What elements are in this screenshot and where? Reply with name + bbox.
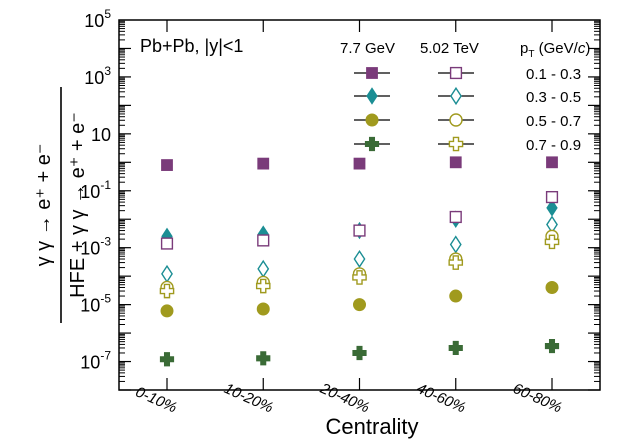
x-tick-label: 0-10% — [133, 383, 180, 416]
data-point-cross-open — [448, 255, 464, 270]
legend-header-pt-p: p — [520, 40, 528, 57]
y-tick-label: 10-5 — [80, 292, 111, 316]
data-point-square-open — [257, 234, 270, 247]
y-tick-exponent: 5 — [104, 7, 111, 21]
y-tick-label: 103 — [84, 64, 111, 88]
legend-marker-open — [449, 66, 463, 80]
data-point-square-filled — [546, 156, 558, 169]
data-point-circle-filled — [256, 302, 270, 316]
y-tick-base: 10 — [84, 68, 104, 88]
data-point-cross-open — [255, 278, 271, 294]
legend-header-pt-sub: T — [528, 49, 534, 60]
data-point-circle-filled — [545, 280, 559, 294]
data-point-circle-filled — [353, 298, 366, 312]
x-tick-label: 40-60% — [414, 380, 468, 417]
data-point-cross-open — [159, 283, 175, 299]
x-axis-label: Centrality — [326, 414, 419, 439]
legend-pt-label: 0.5 - 0.7 — [526, 113, 581, 130]
y-tick-label: 10-3 — [80, 235, 111, 259]
legend: 0.1 - 0.3 0.3 - 0.5 0.5 - 0.7 0.7 - 0.9 — [354, 66, 581, 154]
data-point-cross-filled — [256, 351, 271, 366]
data-point-diamond-open — [449, 235, 462, 254]
y-tick-base: 10 — [80, 296, 100, 316]
data-point-square-filled — [257, 157, 270, 170]
y-axis-label: γ γ → e⁺ + e⁻ HFE + γ γ → e⁺ + e⁻ — [33, 87, 89, 323]
legend-marker-open — [449, 113, 463, 127]
data-point-square-filled — [353, 157, 366, 170]
legend-header-5p02tev: 5.02 TeV — [420, 40, 479, 57]
data-point-diamond-open — [353, 249, 366, 269]
legend-marker-open — [448, 136, 464, 152]
data-point-diamond-open — [161, 264, 173, 283]
x-axis-ticks — [166, 20, 553, 390]
x-tick-label: 20-40% — [317, 380, 372, 417]
legend-header-7p7gev: 7.7 GeV — [340, 40, 395, 57]
y-tick-base: 10 — [80, 239, 100, 259]
data-point-cross-open — [352, 270, 367, 285]
data-point-square-filled — [449, 156, 462, 169]
data-point-diamond-open — [257, 259, 270, 278]
y-tick-base: 10 — [80, 353, 100, 373]
y-tick-exponent: -5 — [100, 292, 111, 306]
data-point-square-open — [449, 210, 462, 224]
data-point-square-open — [160, 237, 174, 250]
data-point-cross-filled — [544, 338, 560, 354]
data-point-cross-filled — [448, 340, 463, 356]
y-tick-exponent: -3 — [100, 235, 111, 249]
y-tick-label: 10-1 — [80, 178, 111, 202]
legend-marker-open — [450, 86, 462, 106]
legend-pt-label: 0.3 - 0.5 — [526, 89, 581, 106]
y-tick-exponent: -1 — [100, 178, 111, 192]
y-tick-label: 10-7 — [80, 349, 111, 373]
data-point-square-open — [353, 224, 366, 237]
x-axis-tick-labels: 0-10% 10-20% 20-40% 40-60% 60-80% — [133, 380, 565, 417]
data-point-cross-filled — [159, 352, 175, 367]
legend-pt-label: 0.7 - 0.9 — [526, 137, 581, 154]
system-annotation: Pb+Pb, |y|<1 — [140, 36, 243, 56]
y-tick-base: 10 — [84, 11, 104, 31]
x-tick-label: 10-20% — [222, 380, 276, 417]
y-tick-label: 10 — [91, 125, 111, 145]
data-markers — [159, 156, 560, 367]
y-tick-base: 10 — [80, 182, 100, 202]
data-point-circle-filled — [160, 304, 174, 318]
y-axis-label-numerator: γ γ → e⁺ + e⁻ — [33, 144, 55, 267]
legend-header-pt: pT (GeV/c) — [520, 40, 590, 60]
x-tick-label: 60-80% — [510, 380, 564, 417]
data-point-cross-filled — [352, 345, 367, 361]
data-point-circle-filled — [449, 289, 463, 303]
legend-marker-filled — [366, 87, 378, 105]
y-tick-base: 10 — [91, 125, 111, 145]
y-tick-exponent: 3 — [104, 64, 111, 78]
legend-header-pt-c: c — [578, 40, 586, 57]
y-axis-ticks — [119, 20, 600, 391]
legend-pt-label: 0.1 - 0.3 — [526, 66, 581, 83]
legend-marker-filled — [366, 67, 378, 79]
data-point-cross-open — [544, 234, 560, 250]
legend-marker-filled — [364, 136, 380, 152]
data-point-square-filled — [161, 159, 173, 171]
y-tick-exponent: -7 — [100, 349, 111, 363]
legend-header-pt-unit: (GeV/ — [534, 40, 578, 57]
y-axis-label-denominator: HFE + γ γ → e⁺ + e⁻ — [67, 112, 89, 298]
data-point-square-open — [545, 190, 559, 204]
legend-header-pt-close: ) — [585, 40, 590, 57]
y-tick-label: 105 — [84, 7, 111, 31]
legend-marker-filled — [365, 113, 379, 127]
